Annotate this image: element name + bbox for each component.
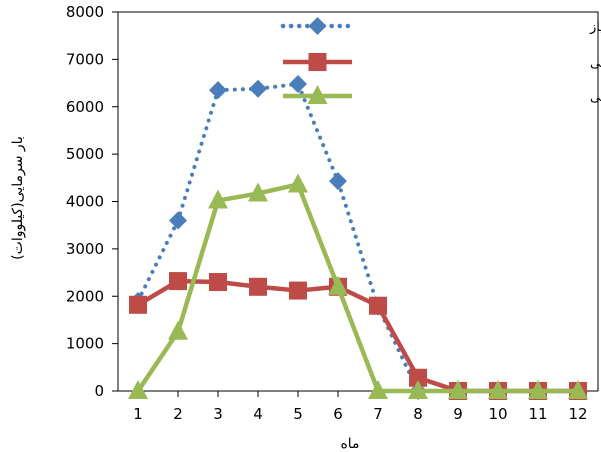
data-point [248,182,268,202]
y-tick-label: 8000 [66,3,104,21]
y-tick-label: 5000 [66,145,104,163]
y-tick-labels: 0 1000 2000 3000 4000 5000 6000 7000 8000 [66,3,104,400]
data-point [128,380,148,399]
data-point [169,211,187,230]
data-point [328,275,348,295]
data-point [448,380,468,399]
y-tick-label: 1000 [66,335,104,353]
series-line [136,82,580,393]
x-tick-label: 8 [413,405,423,423]
series-line [136,182,578,394]
legend-marker [307,85,328,104]
x-tick-label: 4 [253,405,263,423]
data-point [488,380,508,399]
legend-item: سرمایش مورد نیاز [280,17,601,35]
data-point [528,380,548,399]
x-tick-label: 6 [333,405,343,423]
x-tick-label: 9 [453,405,463,423]
series-1 [129,75,587,400]
series-3 [128,173,588,399]
x-tick-label: 5 [293,405,303,423]
x-tick-label: 11 [528,405,547,423]
legend: سرمایش مورد نیاز سرمایش مهیا شده توسط چیل… [280,17,601,105]
data-point [289,75,307,94]
y-tick-label: 3000 [66,240,104,258]
data-point [369,296,387,315]
data-point [368,380,388,399]
data-point [249,79,267,98]
data-point [249,277,267,296]
x-tick-label: 3 [213,405,223,423]
data-point [168,320,188,340]
x-tick-labels: 1 2 3 4 5 6 7 8 9 10 11 12 [133,405,587,423]
data-point [329,172,347,191]
data-point [169,272,187,291]
data-point [209,81,227,100]
data-point [408,380,428,399]
x-tick-label: 1 [133,405,143,423]
y-tick-label: 7000 [66,50,104,68]
legend-marker [308,53,327,71]
data-point [409,368,427,387]
legend-label: سرمایش مورد نیاز [589,20,601,35]
data-point [208,189,228,209]
y-tick-label: 6000 [66,98,104,116]
legend-item: سرمایش مهیا شده توسط چیلر جذبی [283,53,601,71]
y-tick-label: 2000 [66,287,104,305]
legend-label: سرمایش مهیا شده توسط چیلر الکتریکی [590,90,601,105]
x-tick-label: 12 [568,405,587,423]
x-tick-label: 10 [488,405,507,423]
x-axis-title: ماه [340,436,359,452]
data-point [129,295,147,314]
series-layer [128,75,588,400]
data-point [288,173,308,193]
legend-item: سرمایش مهیا شده توسط چیلر الکتریکی [283,85,601,105]
data-point [289,281,307,300]
y-tick-label: 4000 [66,193,104,211]
data-point [568,380,588,399]
data-point [209,273,227,292]
y-axis-title: بار سرمایی(کیلووات) [10,136,26,260]
y-tick-label: 0 [94,382,104,400]
legend-marker [308,17,327,35]
x-tick-label: 2 [173,405,183,423]
legend-label: سرمایش مهیا شده توسط چیلر جذبی [590,56,601,71]
x-tick-label: 7 [373,405,383,423]
